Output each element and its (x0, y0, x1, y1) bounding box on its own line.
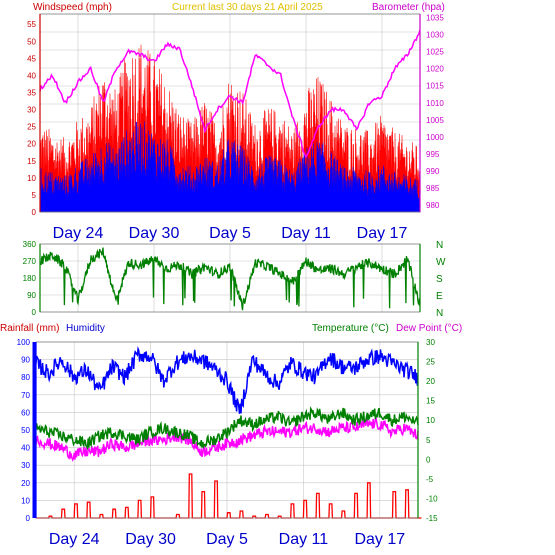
humidity-tick-label: 10 (21, 496, 30, 505)
humidity-axis-title: Humidity (66, 323, 105, 334)
direction-tick-label: 90 (27, 291, 36, 300)
rainfall-line (36, 473, 422, 519)
windspeed-tick-label: 10 (27, 174, 36, 183)
temperature-tick-label: 20 (426, 377, 435, 386)
day-tick-labels-bottom: Day 24 Day 30 Day 5 Day 11 Day 17 (49, 531, 405, 548)
barometer-line (39, 29, 421, 159)
temperature-tick-label: 10 (426, 416, 435, 425)
humidity-tick-label: 50 (21, 426, 30, 435)
direction-tick-label: 270 (23, 257, 37, 266)
barometer-tick-label: 1025 (426, 48, 444, 57)
barometer-tick-label: 1030 (426, 30, 444, 39)
compass-label: N (436, 308, 443, 319)
wind-direction-line (39, 247, 421, 311)
barometer-tick-label: 1010 (426, 99, 444, 108)
barometer-tick-labels: 980 985 990 995 1000 1005 1010 1015 1020 1025 1030… (426, 13, 444, 210)
compass-label: W (436, 257, 446, 268)
temperature-tick-label: 0 (426, 455, 431, 464)
humidity-tick-label: 80 (21, 373, 30, 382)
direction-tick-label: 0 (32, 308, 37, 317)
chart-title: Current last 30 days 21 April 2025 (172, 2, 323, 13)
barometer-tick-label: 1020 (426, 65, 444, 74)
barometer-tick-label: 995 (426, 150, 440, 159)
day-tick-label: Day 11 (281, 225, 331, 242)
humidity-tick-label: 40 (21, 444, 30, 453)
day-tick-label: Day 30 (125, 531, 176, 548)
temperature-tick-label: -10 (426, 494, 438, 503)
barometer-tick-label: 990 (426, 167, 440, 176)
temperature-axis-title: Temperature (°C) (312, 323, 389, 334)
windspeed-tick-label: 50 (27, 37, 36, 46)
barometer-tick-label: 1005 (426, 116, 444, 125)
direction-panel-frame (39, 243, 421, 313)
day-tick-label: Day 5 (206, 531, 248, 548)
temperature-tick-label: 25 (426, 358, 435, 367)
windspeed-tick-label: 30 (27, 106, 36, 115)
humidity-tick-label: 20 (21, 479, 30, 488)
temperature-tick-label: 30 (426, 338, 435, 347)
windspeed-tick-label: 5 (32, 191, 37, 200)
windspeed-tick-label: 25 (27, 123, 36, 132)
temperature-tick-label: 5 (426, 436, 431, 445)
windspeed-tick-label: 45 (27, 54, 36, 63)
temperature-tick-label: -5 (426, 475, 434, 484)
windspeed-tick-label: 20 (27, 140, 36, 149)
barometer-axis-title: Barometer (hpa) (372, 2, 445, 13)
wind-average-area (39, 121, 421, 213)
day-tick-label: Day 24 (53, 225, 104, 242)
direction-tick-label: 360 (23, 240, 37, 249)
temperature-tick-label: 15 (426, 397, 435, 406)
windspeed-tick-label: 40 (27, 71, 36, 80)
day-tick-label: Day 24 (49, 531, 100, 548)
day-tick-label: Day 17 (354, 531, 405, 548)
compass-label: E (436, 291, 443, 302)
humidity-temperature-panel: 0 10 20 30 40 50 60 70 80 90 100 -15 -10 -5 0 5 10 15 20 2… (17, 338, 438, 523)
humidity-line (35, 346, 419, 414)
temperature-tick-labels: -15 -10 -5 0 5 10 15 20 25 30 (426, 338, 438, 523)
dewpoint-axis-title: Dew Point (°C) (396, 323, 462, 334)
rainfall-axis-title: Rainfall (mm) (0, 323, 59, 334)
direction-tick-label: 180 (23, 274, 37, 283)
humidity-tick-label: 30 (21, 461, 30, 470)
compass-label: S (436, 274, 443, 285)
humidity-tick-label: 100 (17, 338, 31, 347)
direction-tick-labels: 0 90 180 270 360 (23, 240, 37, 317)
temperature-tick-label: -15 (426, 514, 438, 523)
barometer-tick-label: 980 (426, 201, 440, 210)
day-tick-label: Day 5 (209, 225, 251, 242)
windspeed-tick-label: 15 (27, 157, 36, 166)
temperature-line (35, 406, 419, 451)
humidity-tick-labels: 0 10 20 30 40 50 60 70 80 90 100 (17, 338, 31, 523)
windspeed-tick-label: 55 (27, 20, 36, 29)
wind-panel-frame (39, 13, 421, 213)
lower-panel-frame (32, 341, 419, 519)
windspeed-tick-label: 35 (27, 89, 36, 98)
barometer-tick-label: 1015 (426, 82, 444, 91)
day-tick-label: Day 11 (279, 531, 329, 548)
barometer-tick-label: 1000 (426, 133, 444, 142)
windspeed-tick-label: 0 (32, 208, 37, 217)
windspeed-axis-title: Windspeed (mph) (33, 2, 112, 13)
humidity-tick-label: 90 (21, 356, 30, 365)
compass-label: N (436, 240, 443, 251)
day-tick-labels-top: Day 24 Day 30 Day 5 Day 11 Day 17 (53, 225, 408, 242)
barometer-tick-label: 985 (426, 184, 440, 193)
humidity-tick-label: 70 (21, 391, 30, 400)
windspeed-tick-labels: 0 5 10 15 20 25 30 35 40 45 50 55 (27, 20, 36, 217)
day-tick-label: Day 17 (357, 225, 408, 242)
humidity-tick-label: 60 (21, 408, 30, 417)
humidity-tick-label: 0 (26, 514, 31, 523)
barometer-tick-label: 1035 (426, 13, 444, 22)
day-tick-label: Day 30 (129, 225, 180, 242)
